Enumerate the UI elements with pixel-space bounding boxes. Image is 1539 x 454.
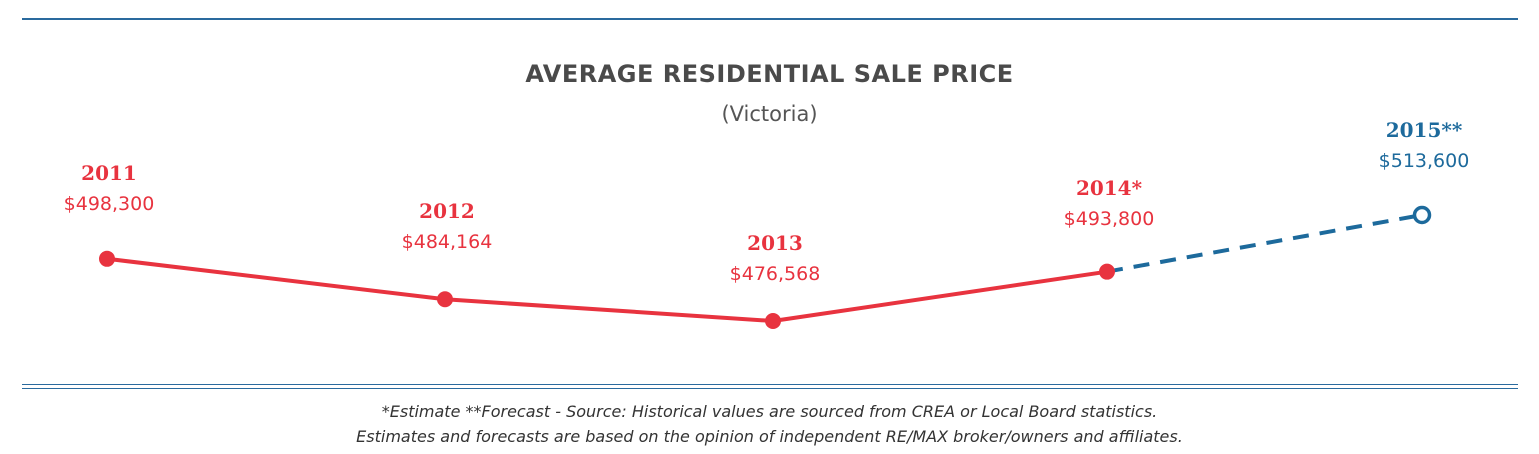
top-rule <box>22 18 1518 20</box>
value-label: $476,568 <box>730 263 821 285</box>
series-lines <box>105 213 1423 323</box>
year-label: 2013 <box>747 231 803 255</box>
value-label: $498,300 <box>64 193 155 215</box>
value-label: $484,164 <box>402 231 493 253</box>
bottom-rule-secondary <box>22 388 1518 389</box>
year-label: 2015** <box>1386 118 1463 142</box>
year-label: 2011 <box>81 161 137 185</box>
data-point-marker <box>99 250 115 267</box>
series-markers <box>99 205 1432 329</box>
year-label: 2014* <box>1076 176 1143 200</box>
actual-line-segment <box>771 269 1109 323</box>
footnote-source: *Estimate **Forecast - Source: Historica… <box>381 402 1158 421</box>
year-label: 2012 <box>419 199 475 223</box>
value-label: $513,600 <box>1379 150 1470 172</box>
bottom-rule <box>22 384 1518 385</box>
actual-line-segment <box>443 297 775 323</box>
data-point-marker <box>765 313 781 329</box>
data-labels: 2011 $498,300 2012 $484,164 2013 $476,568 2014… <box>64 118 1470 285</box>
actual-line-segment <box>105 256 447 302</box>
data-point-marker <box>1099 263 1115 280</box>
forecast-point-marker <box>1412 205 1432 225</box>
footnote-disclaimer: Estimates and forecasts are based on the… <box>356 427 1183 446</box>
value-label: $493,800 <box>1064 208 1155 230</box>
chart-title: AVERAGE RESIDENTIAL SALE PRICE <box>525 60 1014 88</box>
data-point-marker <box>437 291 453 308</box>
chart-subtitle: (Victoria) <box>721 102 818 126</box>
